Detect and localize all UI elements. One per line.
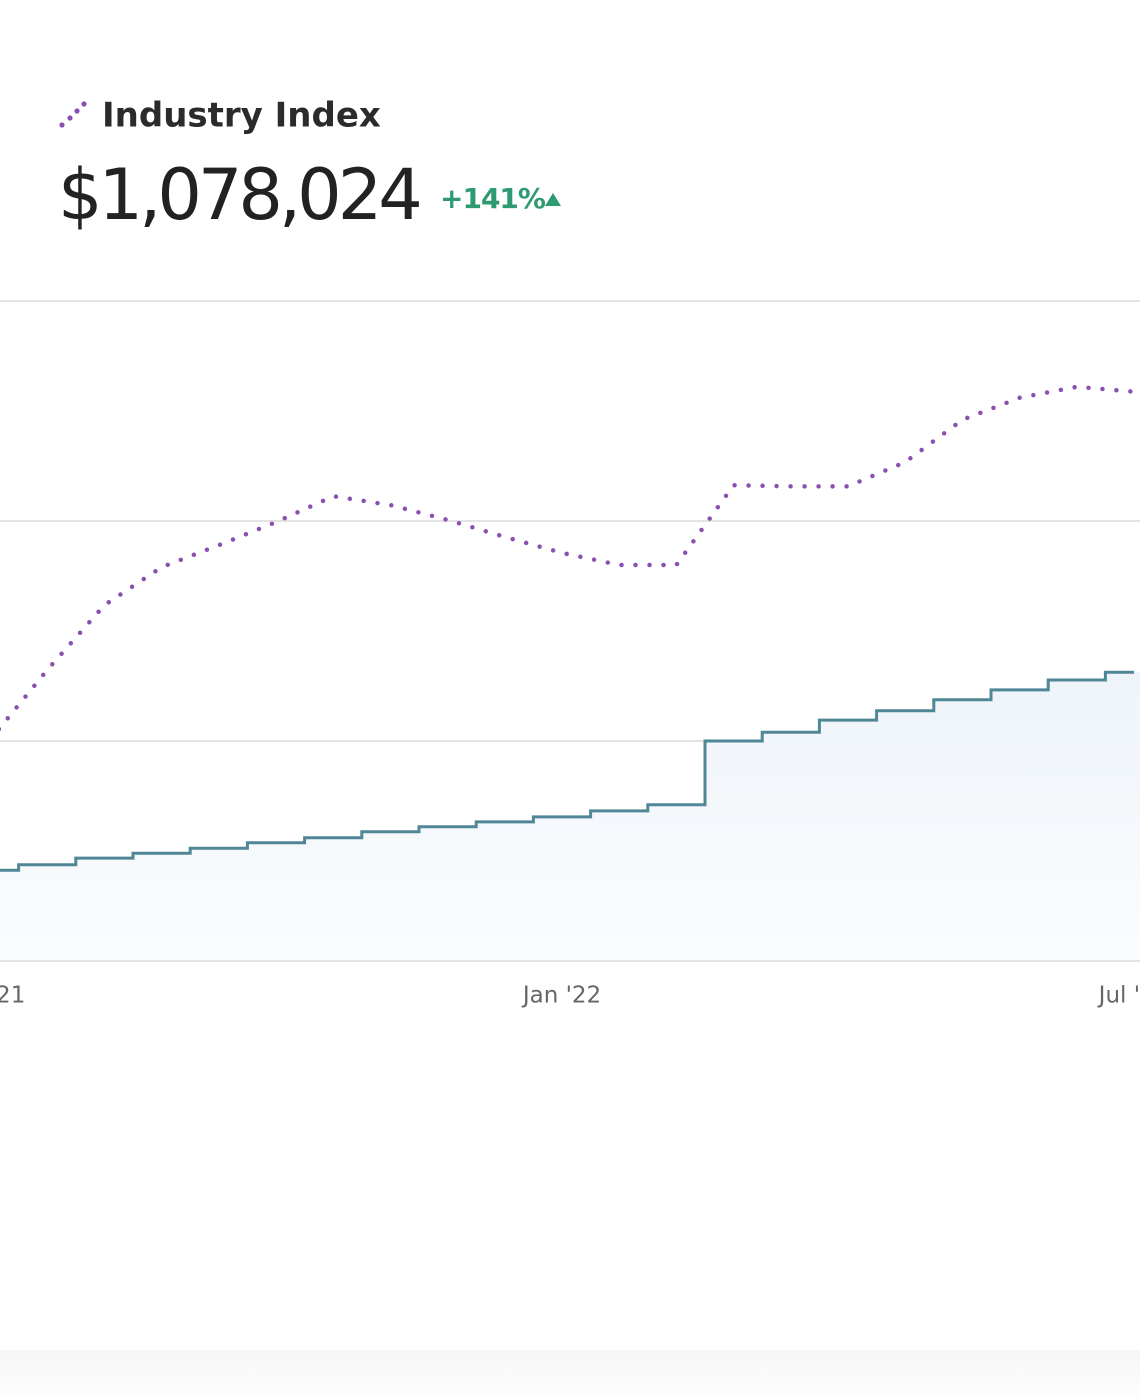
header-value: $1,078,024 xyxy=(58,154,419,236)
x-tick-label: Jul '22 xyxy=(1097,983,1140,1009)
header-change: +141% xyxy=(440,182,546,215)
plot-area xyxy=(0,384,1140,961)
series-line xyxy=(0,384,1137,732)
area xyxy=(0,672,1140,961)
legend-icon xyxy=(59,101,87,128)
x-tick-label: Jul '21 xyxy=(0,983,25,1009)
footer-band xyxy=(0,1350,1140,1398)
legend-label: Industry Index xyxy=(102,96,381,136)
series-line xyxy=(0,670,1134,872)
up-arrow xyxy=(545,193,561,206)
x-tick-label: Jan '22 xyxy=(521,983,601,1009)
